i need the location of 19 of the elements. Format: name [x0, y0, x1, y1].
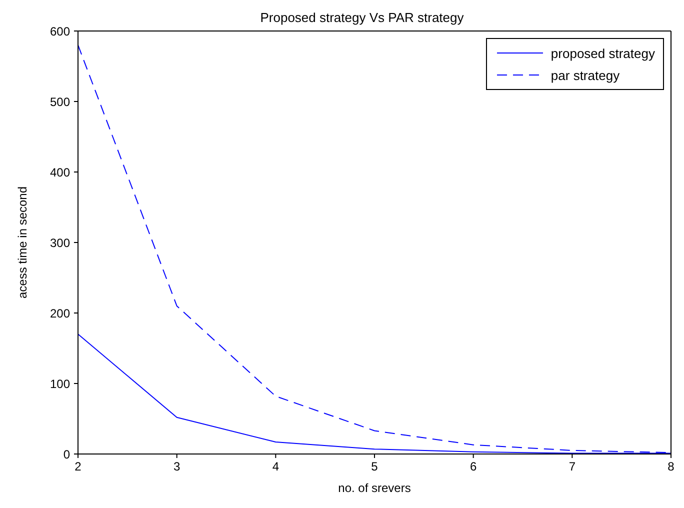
x-tick-label: 3: [173, 460, 180, 474]
y-axis-title: acess time in second: [15, 186, 30, 299]
y-tick-label: 200: [50, 306, 70, 320]
y-tick-label: 400: [50, 165, 70, 180]
y-tick-label: 600: [50, 24, 70, 38]
chart-title: Proposed strategy Vs PAR strategy: [259, 10, 465, 25]
y-tick-label: 0: [63, 447, 70, 462]
y-tick-label: 300: [50, 236, 70, 250]
y-tick-label: 100: [50, 376, 70, 391]
x-tick-label: 2: [74, 460, 82, 474]
legend-label: proposed strategy: [550, 46, 655, 60]
x-axis-title: no. of srevers: [338, 481, 411, 495]
x-tick-label: 8: [668, 460, 675, 474]
x-tick-label: 7: [568, 460, 576, 474]
y-tick-label: 500: [50, 94, 70, 109]
legend-label: par strategy: [550, 68, 620, 82]
x-tick-label: 4: [272, 460, 280, 474]
x-tick-label: 6: [470, 460, 477, 474]
x-tick-label: 5: [371, 460, 378, 474]
